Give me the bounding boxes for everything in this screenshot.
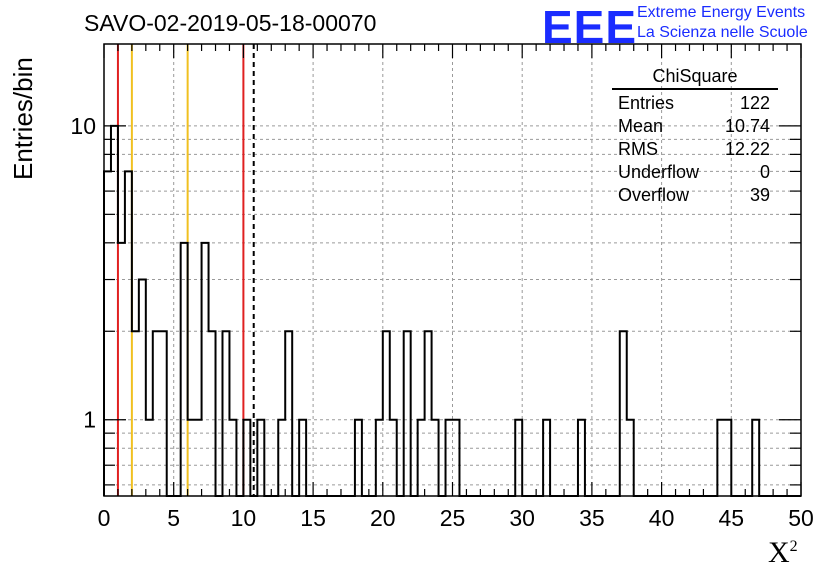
x-tick-label: 25 — [440, 505, 466, 531]
x-tick-label: 20 — [370, 505, 396, 531]
x-tick-label: 50 — [788, 505, 814, 531]
stats-value: 39 — [749, 185, 770, 205]
chart-title: SAVO-02-2019-05-18-00070 — [84, 10, 377, 36]
stats-row-overflow: Overflow 39 — [612, 185, 778, 208]
logo-line-1: Extreme Energy Events — [637, 4, 806, 21]
stats-value: 122 — [739, 93, 770, 113]
x-axis-label-superscript: 2 — [789, 538, 798, 555]
y-tick-label: 10 — [70, 113, 96, 139]
stats-row-entries: Entries 122 — [612, 93, 778, 116]
logo-line-2: La Scienza nelle Scuole — [637, 24, 808, 41]
stats-label: RMS — [618, 139, 658, 159]
stats-label: Overflow — [618, 185, 690, 205]
x-tick-label: 5 — [167, 505, 180, 531]
stats-label: Entries — [618, 93, 675, 113]
x-axis-label: X2 — [768, 536, 798, 570]
stats-value: 10.74 — [724, 116, 770, 136]
stats-value: 12.22 — [724, 139, 770, 159]
x-tick-label: 30 — [509, 505, 535, 531]
stats-row-mean: Mean 10.74 — [612, 116, 778, 139]
x-tick-label: 0 — [98, 505, 111, 531]
stats-box: ChiSquare Entries 122 Mean 10.74 RMS 12.… — [612, 66, 778, 208]
stats-label: Mean — [618, 116, 664, 136]
stats-row-rms: RMS 12.22 — [612, 139, 778, 162]
stats-box-title: ChiSquare — [612, 66, 778, 90]
y-tick-label: 1 — [83, 407, 96, 433]
x-tick-label: 10 — [231, 505, 257, 531]
y-axis-label: Entries/bin — [8, 57, 38, 180]
x-tick-label: 35 — [579, 505, 605, 531]
x-tick-label: 45 — [719, 505, 745, 531]
eee-logo: EEE — [542, 1, 638, 53]
x-axis-label-symbol: X — [768, 536, 790, 569]
x-tick-label: 40 — [649, 505, 675, 531]
x-tick-label: 15 — [300, 505, 326, 531]
stats-row-underflow: Underflow 0 — [612, 162, 778, 185]
stats-value: 0 — [759, 162, 770, 182]
stats-label: Underflow — [618, 162, 700, 182]
